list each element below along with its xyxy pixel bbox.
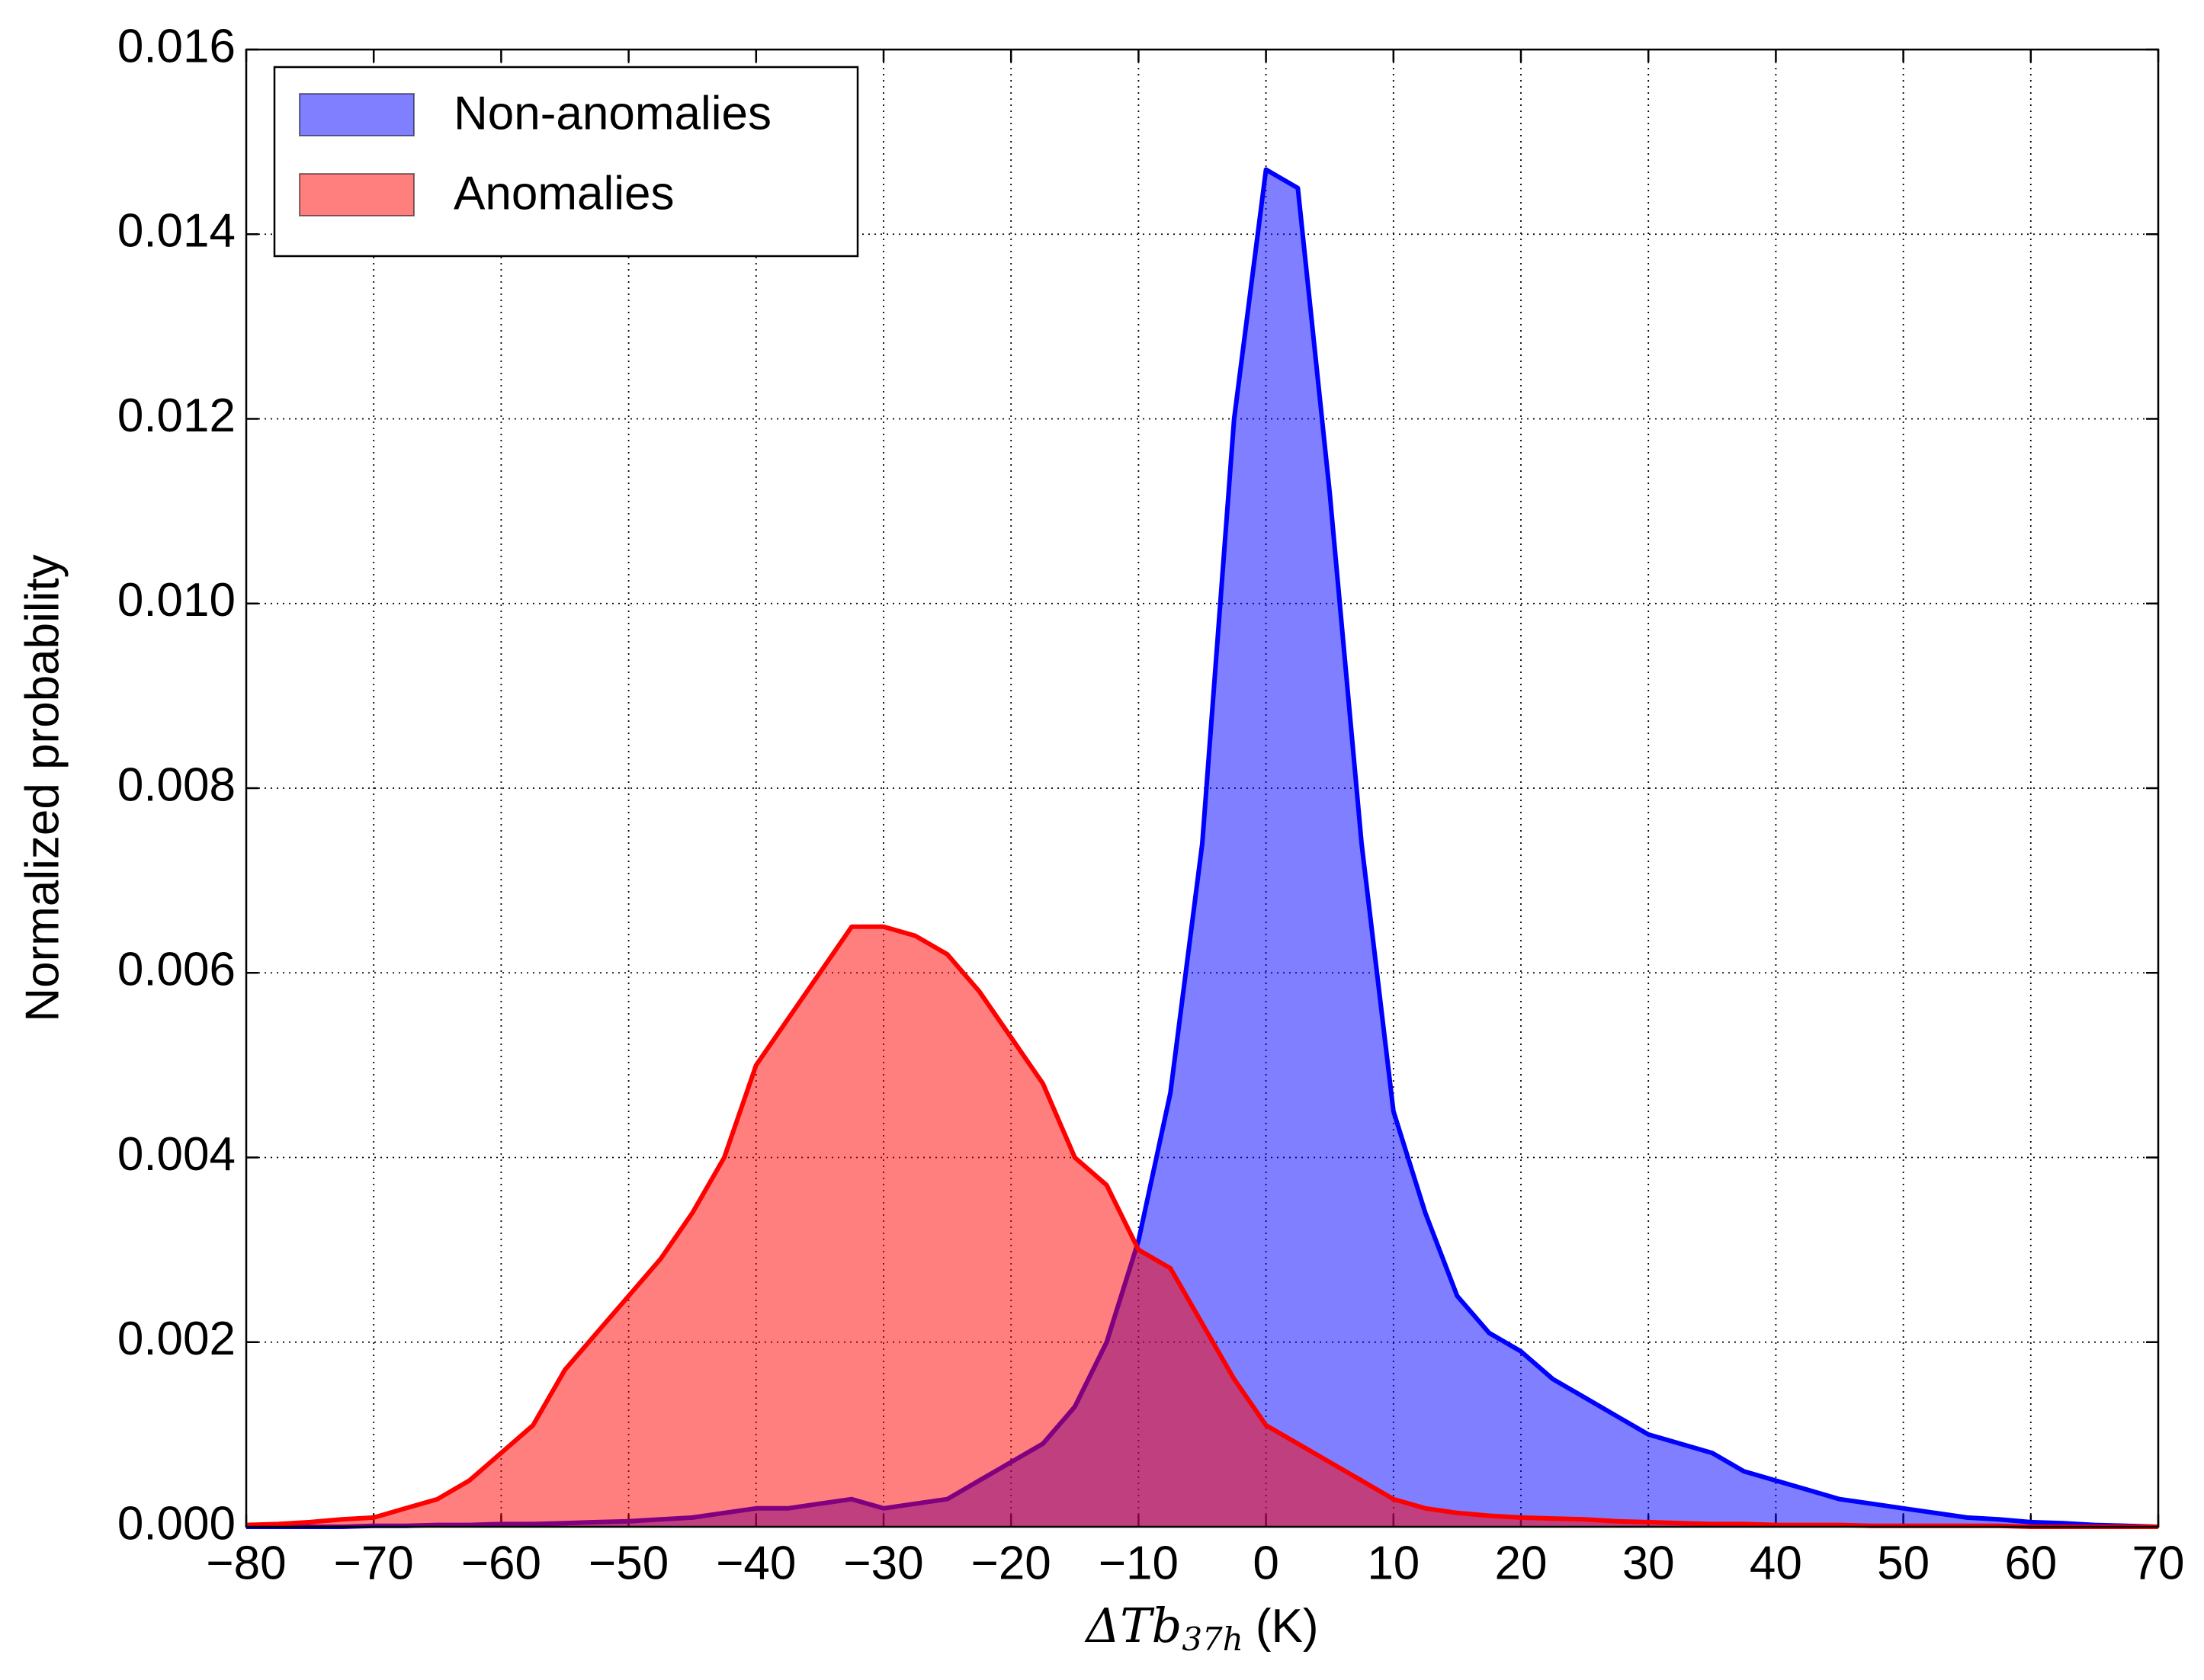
x-tick-label: −20 — [971, 1537, 1051, 1589]
x-tick-label: −80 — [206, 1537, 286, 1589]
y-tick-label: 0.006 — [117, 944, 236, 996]
y-tick-label: 0.014 — [117, 205, 236, 258]
legend-swatch — [299, 93, 415, 136]
y-axis-label: Normalized probability — [16, 554, 69, 1021]
x-tick-label: −50 — [589, 1537, 669, 1589]
y-tick-label: 0.016 — [117, 20, 236, 72]
x-tick-label: −60 — [461, 1537, 541, 1589]
x-tick-label: 70 — [2132, 1537, 2185, 1589]
x-tick-label: 10 — [1367, 1537, 1420, 1589]
y-tick-label: 0.012 — [117, 390, 236, 442]
x-tick-label: 40 — [1750, 1537, 1802, 1589]
legend-label: Non-anomalies — [454, 87, 772, 139]
y-tick-label: 0.010 — [117, 574, 236, 627]
legend-swatch — [299, 173, 415, 216]
y-tick-label: 0.000 — [117, 1497, 236, 1550]
x-tick-label: 60 — [2004, 1537, 2057, 1589]
legend-label: Anomalies — [454, 167, 674, 220]
x-label-subscript: 37h — [1182, 1621, 1243, 1658]
y-tick-label: 0.008 — [117, 758, 236, 811]
x-tick-label: −70 — [334, 1537, 414, 1589]
y-tick-label: 0.002 — [117, 1313, 236, 1365]
x-label-symbol: ΔTb — [1085, 1598, 1182, 1653]
y-tick-label: 0.004 — [117, 1128, 236, 1181]
legend: Non-anomalies Anomalies — [273, 66, 859, 258]
x-tick-label: 50 — [1877, 1537, 1930, 1589]
plot-frame — [245, 48, 2160, 1528]
x-tick-label: −40 — [716, 1537, 796, 1589]
x-tick-label: −30 — [843, 1537, 923, 1589]
x-tick-label: 20 — [1495, 1537, 1548, 1589]
area-line — [245, 924, 2158, 1529]
x-label-unit: (K) — [1256, 1600, 1319, 1653]
x-axis-label: ΔTb37h (K) — [1085, 1598, 1319, 1658]
x-tick-label: 0 — [1253, 1537, 1278, 1589]
x-tick-label: 30 — [1622, 1537, 1675, 1589]
area-fill — [246, 926, 2158, 1527]
x-tick-label: −10 — [1099, 1537, 1179, 1589]
